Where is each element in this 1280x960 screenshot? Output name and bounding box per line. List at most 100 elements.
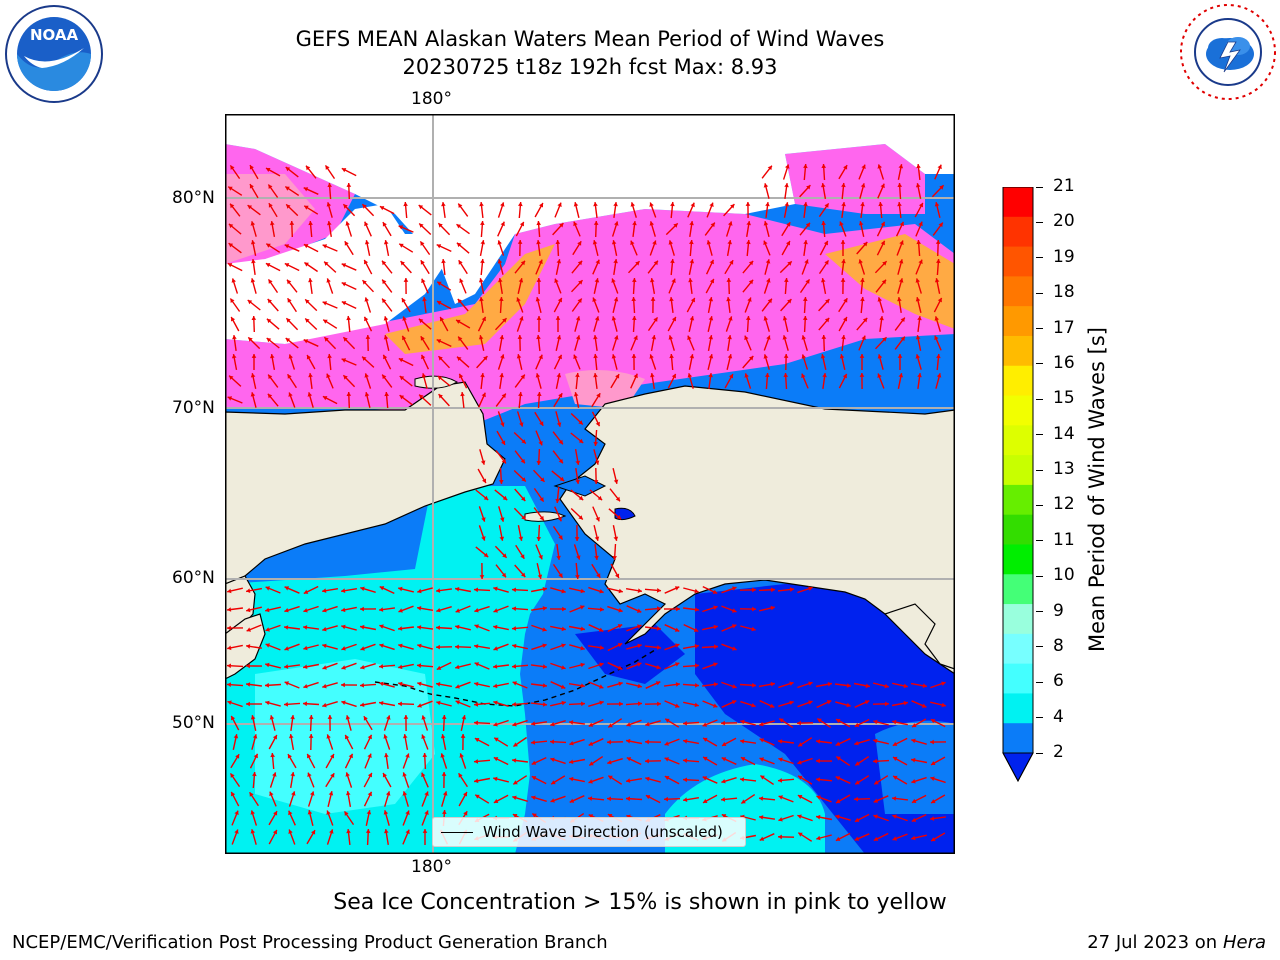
wave-direction-arrowhead <box>424 791 429 796</box>
wave-direction-arrowhead <box>512 722 517 727</box>
wave-direction-arrowhead <box>512 702 516 707</box>
lat-label-80: 80°N <box>172 188 215 208</box>
wave-direction-arrowhead <box>695 663 699 668</box>
wave-direction-arrowhead <box>588 814 594 819</box>
wave-direction-arrowhead <box>436 625 440 630</box>
colorbar-tick-label: 12 <box>1053 494 1075 515</box>
wave-direction-arrowhead <box>474 759 479 764</box>
wave-direction-arrowhead <box>250 829 256 834</box>
wave-direction-arrowhead <box>458 260 463 265</box>
wave-direction-arrowhead <box>903 683 908 689</box>
wave-direction-arrowhead <box>520 374 525 380</box>
wave-direction-arrowhead <box>649 221 654 226</box>
wave-direction-arrowhead <box>307 392 313 397</box>
wave-direction-arrowhead <box>885 701 889 707</box>
wave-direction-arrowhead <box>346 316 351 321</box>
wave-direction-arrowhead <box>635 261 640 266</box>
wave-direction-arrowhead <box>578 420 583 425</box>
wave-direction-arrowhead <box>478 278 484 283</box>
wave-direction-arrowhead <box>455 624 460 630</box>
wave-direction-arrowhead <box>615 573 620 578</box>
wave-direction-arrowhead <box>284 664 289 669</box>
wave-direction-arrowhead <box>607 739 611 745</box>
wave-direction-arrowhead <box>803 240 808 245</box>
wave-direction-arrowhead <box>400 261 405 266</box>
wave-direction-arrowhead <box>290 772 295 777</box>
wave-direction-arrowhead <box>438 356 443 361</box>
legend-line-icon <box>441 831 473 833</box>
wave-direction-arrowhead <box>441 259 446 264</box>
wave-direction-arrowhead <box>272 735 277 740</box>
wave-direction-arrowhead <box>229 375 234 380</box>
wave-direction-arrowhead <box>419 223 424 228</box>
land-siberia <box>225 381 506 585</box>
wave-direction-arrowhead <box>740 777 745 782</box>
wave-direction-arrowhead <box>326 734 331 739</box>
wave-direction-arrowhead <box>618 588 623 594</box>
wave-direction-arrowhead <box>577 260 583 266</box>
wave-direction-arrowhead <box>246 607 251 613</box>
wave-direction-arrowhead <box>569 720 574 725</box>
wave-direction-arrowhead <box>513 780 518 785</box>
wave-direction-arrowhead <box>786 241 790 246</box>
wave-direction-arrowhead <box>899 240 904 245</box>
wave-direction-arrowhead <box>227 607 232 612</box>
wave-direction-arrowhead <box>539 203 543 208</box>
wave-direction-arrowhead <box>892 796 897 801</box>
wave-direction-arrowhead <box>270 753 275 758</box>
wave-direction-arrowhead <box>398 225 404 230</box>
wave-direction-arrowhead <box>379 681 384 687</box>
wave-direction-arrowhead <box>880 183 885 189</box>
wave-direction-arrowhead <box>784 278 789 282</box>
wave-direction-arrowhead <box>596 393 601 398</box>
wave-direction-arrowhead <box>402 772 407 777</box>
wave-direction-arrowhead <box>673 223 678 228</box>
wave-direction-arrowhead <box>249 165 254 170</box>
colorbar-tick-mark <box>1036 681 1043 683</box>
wave-direction-arrowhead <box>569 798 575 803</box>
wave-direction-arrowhead <box>592 240 598 245</box>
wave-direction-arrowhead <box>561 665 566 670</box>
wave-direction-arrowhead <box>917 373 922 378</box>
wave-direction-arrowhead <box>645 795 651 800</box>
wave-direction-arrowhead <box>903 700 908 706</box>
wave-direction-arrowhead <box>881 279 886 285</box>
wave-direction-arrowhead <box>362 280 367 285</box>
wave-direction-arrowhead <box>267 393 273 399</box>
wave-direction-arrowhead <box>805 279 810 284</box>
wave-direction-arrowhead <box>542 606 547 611</box>
wave-direction-arrowhead <box>284 625 289 630</box>
wave-direction-arrowhead <box>232 335 237 340</box>
wave-direction-arrowhead <box>759 721 764 727</box>
wave-direction-arrowhead <box>880 221 885 227</box>
wave-direction-arrowhead <box>227 682 231 687</box>
wave-direction-arrowhead <box>458 336 463 342</box>
wave-direction-arrowhead <box>859 354 865 358</box>
wave-direction-arrowhead <box>898 259 904 264</box>
colorbar-label: Mean Period of Wind Waves [s] <box>1085 327 1109 652</box>
wave-direction-arrowhead <box>285 167 291 172</box>
wave-direction-arrowhead <box>854 836 860 841</box>
wave-direction-arrowhead <box>861 335 866 341</box>
wave-direction-arrowhead <box>632 316 637 320</box>
wave-direction-arrowhead <box>382 374 387 380</box>
colorbar-tick-mark <box>1036 540 1043 542</box>
wave-direction-arrowhead <box>597 495 603 501</box>
wave-direction-arrowhead <box>578 495 584 501</box>
wave-direction-arrowhead <box>459 753 464 758</box>
wave-direction-arrowhead <box>783 354 789 358</box>
wave-direction-arrowhead <box>517 335 523 339</box>
wave-direction-arrowhead <box>270 354 275 359</box>
wave-direction-arrowhead <box>863 242 868 247</box>
wave-direction-arrowhead <box>344 811 349 816</box>
wave-direction-arrowhead <box>744 373 749 378</box>
wave-direction-arrowhead <box>478 335 484 340</box>
aleutian-islands <box>374 649 656 707</box>
wave-direction-arrowhead <box>501 572 506 578</box>
wave-direction-arrowhead <box>615 374 620 379</box>
wave-direction-arrowhead <box>892 719 897 725</box>
wave-direction-arrowhead <box>366 810 372 815</box>
wave-direction-arrowhead <box>824 260 829 265</box>
colorbar-segment <box>1003 246 1033 277</box>
wave-direction-arrowhead <box>721 757 727 762</box>
